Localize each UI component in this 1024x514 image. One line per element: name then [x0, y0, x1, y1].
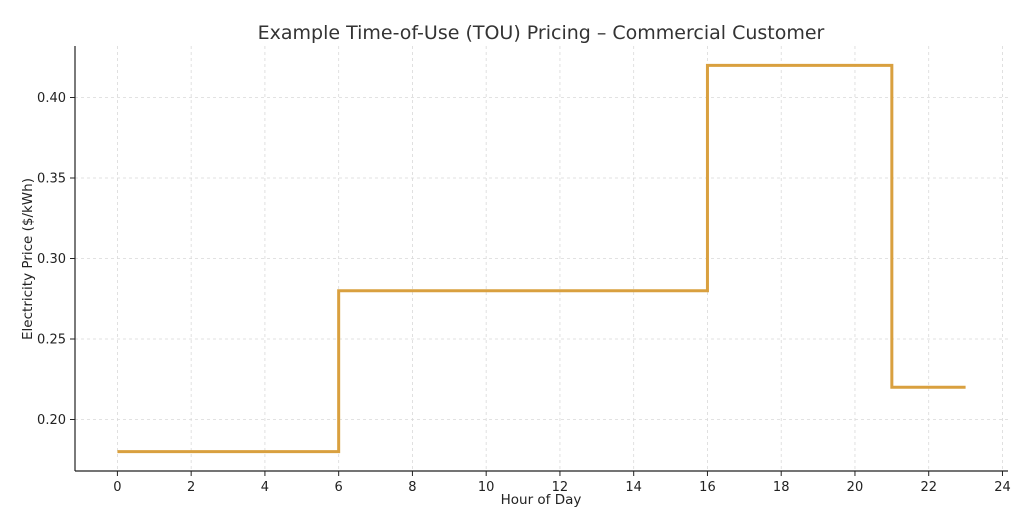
y-tick-label: 0.30	[37, 252, 66, 267]
grid	[75, 46, 1008, 471]
y-tick-label: 0.40	[37, 91, 66, 106]
x-tick-label: 10	[478, 480, 495, 495]
x-tick-label: 4	[261, 480, 269, 495]
x-axis-label: Hour of Day	[501, 492, 582, 508]
x-tick-label: 8	[408, 480, 416, 495]
x-tick-label: 24	[994, 480, 1011, 495]
x-tick-label: 14	[625, 480, 642, 495]
x-tick-label: 22	[920, 480, 937, 495]
series-layer	[117, 63, 966, 454]
x-tick-label: 12	[552, 480, 569, 495]
x-tick-label: 2	[187, 480, 195, 495]
y-tick-label: 0.25	[37, 332, 66, 347]
x-tick-label: 18	[773, 480, 790, 495]
y-ticks: 0.20 0.25 0.30 0.35 0.40	[37, 91, 75, 428]
x-tick-label: 0	[113, 480, 121, 495]
y-axis-label: Electricity Price ($/kWh)	[20, 178, 36, 340]
x-ticks: 0 2 4 6 8 10 12 14 16 18 20 22 24	[113, 471, 1011, 495]
y-tick-label: 0.20	[37, 413, 66, 428]
y-tick-label: 0.35	[37, 172, 66, 187]
x-tick-label: 16	[699, 480, 716, 495]
price-step-line	[117, 63, 966, 454]
x-tick-label: 6	[335, 480, 343, 495]
x-tick-label: 20	[847, 480, 864, 495]
chart-title: Example Time-of-Use (TOU) Pricing – Comm…	[258, 22, 825, 44]
